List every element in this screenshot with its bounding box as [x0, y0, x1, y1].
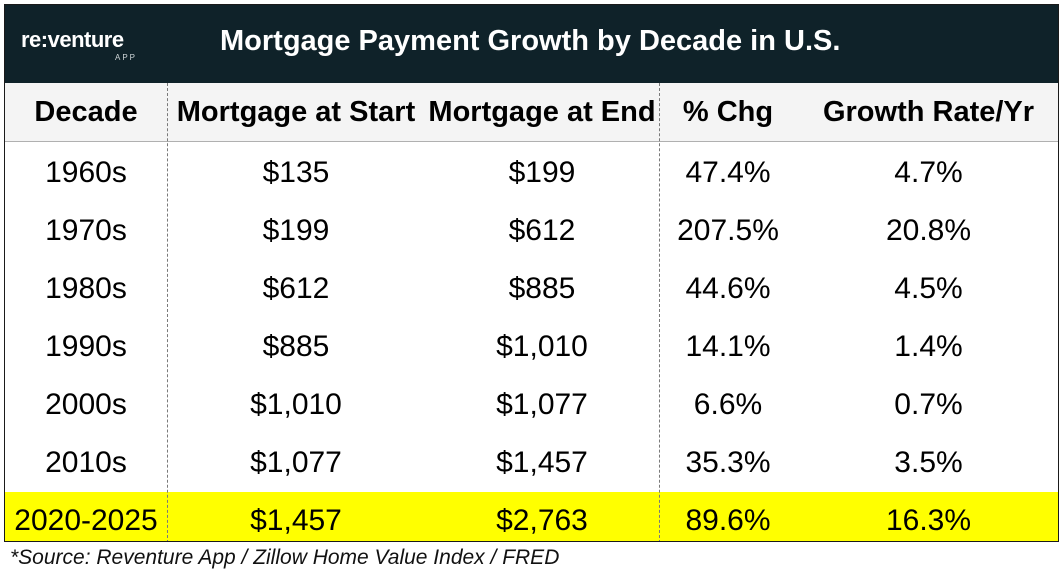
cell-mortgage-start: $1,010 [250, 388, 342, 421]
page-title: Mortgage Payment Growth by Decade in U.S… [220, 25, 841, 57]
cell-pct-change: 44.6% [685, 272, 771, 305]
cell-mortgage-start: $135 [262, 156, 330, 189]
cell-decade: 1970s [45, 214, 127, 247]
cell-pct-change: 89.6% [685, 504, 771, 537]
logo-wordmark: re:venture [21, 27, 124, 52]
cell-mortgage-end: $885 [508, 272, 576, 305]
cell-mortgage-end: $612 [508, 214, 576, 247]
cell-mortgage-end: $1,077 [496, 388, 588, 421]
table-row: 2010s $1,077 $1,457 35.3% 3.5% [5, 434, 1058, 492]
cell-mortgage-start: $1,457 [250, 504, 342, 537]
mortgage-table: re:venture APP Mortgage Payment Growth b… [4, 4, 1059, 542]
cell-mortgage-start: $199 [262, 214, 330, 247]
column-header-pct-change: % Chg [682, 95, 774, 128]
cell-mortgage-start: $1,077 [250, 446, 342, 479]
table-row: 1960s $135 $199 47.4% 4.7% [5, 144, 1058, 202]
cell-growth-rate: 16.3% [885, 504, 972, 537]
cell-mortgage-start: $885 [262, 330, 330, 363]
table-header: Decade Mortgage at Start Mortgage at End… [5, 83, 1058, 142]
cell-growth-rate: 1.4% [894, 330, 963, 363]
column-divider [167, 83, 168, 541]
cell-decade: 2010s [45, 446, 127, 479]
cell-pct-change: 6.6% [693, 388, 763, 421]
cell-growth-rate: 4.7% [894, 156, 963, 189]
title-bar: re:venture APP Mortgage Payment Growth b… [5, 5, 1058, 83]
table-body: 1960s $135 $199 47.4% 4.7% 1970s $199 $6… [5, 142, 1058, 541]
column-header-mortgage-end: Mortgage at End [428, 95, 656, 128]
column-header-decade: Decade [34, 95, 138, 128]
column-header-mortgage-start: Mortgage at Start [176, 95, 416, 128]
cell-growth-rate: 3.5% [894, 446, 963, 479]
table-row: 1990s $885 $1,010 14.1% 1.4% [5, 318, 1058, 376]
cell-growth-rate: 4.5% [894, 272, 963, 305]
cell-mortgage-end: $1,457 [496, 446, 588, 479]
cell-growth-rate: 0.7% [894, 388, 963, 421]
cell-mortgage-start: $612 [262, 272, 330, 305]
cell-decade: 2020-2025 [14, 504, 158, 537]
column-divider [659, 83, 660, 541]
cell-decade: 1960s [45, 156, 127, 189]
source-note: *Source: Reventure App / Zillow Home Val… [10, 546, 560, 569]
logo-subtext: APP [115, 53, 138, 62]
cell-pct-change: 47.4% [685, 156, 771, 189]
cell-mortgage-end: $199 [508, 156, 576, 189]
cell-pct-change: 35.3% [685, 446, 771, 479]
table-row-highlighted: 2020-2025 $1,457 $2,763 89.6% 16.3% [5, 492, 1058, 541]
cell-mortgage-end: $1,010 [496, 330, 588, 363]
reventure-logo: re:venture APP [21, 27, 151, 67]
cell-pct-change: 207.5% [677, 214, 779, 247]
cell-growth-rate: 20.8% [885, 214, 972, 247]
table-row: 1970s $199 $612 207.5% 20.8% [5, 202, 1058, 260]
cell-decade: 2000s [45, 388, 127, 421]
table-row: 1980s $612 $885 44.6% 4.5% [5, 260, 1058, 318]
cell-decade: 1980s [45, 272, 127, 305]
cell-mortgage-end: $2,763 [496, 504, 588, 537]
cell-pct-change: 14.1% [685, 330, 771, 363]
cell-decade: 1990s [45, 330, 127, 363]
column-header-growth-rate: Growth Rate/Yr [822, 95, 1035, 128]
table-row: 2000s $1,010 $1,077 6.6% 0.7% [5, 376, 1058, 434]
